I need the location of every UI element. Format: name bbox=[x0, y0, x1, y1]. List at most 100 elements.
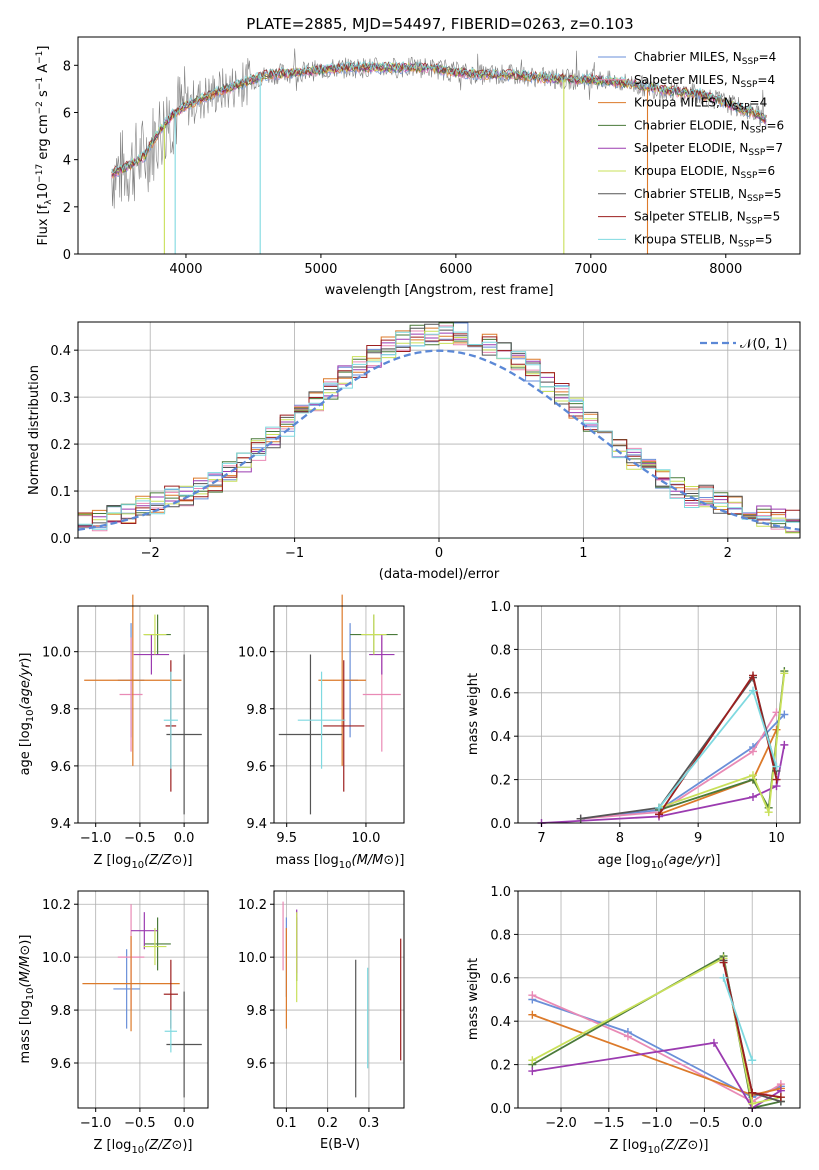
y-tick-label: 0.3 bbox=[50, 391, 71, 406]
label-sub: 10 bbox=[131, 860, 144, 871]
y-tick-label: 2 bbox=[63, 201, 71, 216]
histogram-kSTELIB bbox=[78, 326, 800, 530]
axes-residuals: −2 −1 0 1 2 0.0 0.1 0.2 0.3 0.4 𝒩(0, 1) (data-model… bbox=[27, 321, 801, 582]
y-tick-label: 10.0 bbox=[42, 646, 71, 661]
histogram-kELODIE bbox=[78, 330, 800, 534]
label-sub: 10 bbox=[339, 860, 352, 871]
marker-cSTELIB bbox=[576, 814, 585, 823]
label-part: A bbox=[36, 64, 51, 77]
y-tick-label: 0 bbox=[63, 248, 71, 263]
y-tick-label: 0.2 bbox=[50, 438, 71, 453]
y-tick-label: 9.4 bbox=[246, 817, 267, 832]
legend-sub: SSP bbox=[747, 194, 764, 204]
marker-sSTELIB bbox=[776, 1093, 785, 1102]
y-tick-label: 0.8 bbox=[490, 643, 511, 658]
legend-text: =5 bbox=[763, 210, 781, 224]
axes-mass-vs-Z: −1.0 −0.5 0.09.69.810.010.2Z [log10(Z/Z⊙)]… bbox=[18, 890, 209, 1156]
label-part: (M/M bbox=[18, 956, 33, 988]
label-part: 10 bbox=[36, 183, 51, 200]
y-tick-label: 9.8 bbox=[50, 703, 71, 718]
series-kSTELIB bbox=[722, 977, 754, 1061]
plot-area bbox=[528, 952, 785, 1112]
plot-area bbox=[537, 667, 789, 827]
legend-entry: Kroupa ELODIE, NSSP=6 bbox=[634, 164, 775, 181]
legend-entry: Salpeter ELODIE, NSSP=7 bbox=[634, 141, 783, 158]
legend-text: Salpeter MILES, N bbox=[634, 73, 741, 87]
marker-sMILES bbox=[623, 1032, 632, 1041]
x-tick-label: 0.2 bbox=[317, 1116, 338, 1131]
legend-sub: SSP bbox=[741, 80, 758, 90]
series-cELODIE bbox=[658, 670, 786, 811]
label-part: )] bbox=[710, 853, 720, 868]
y-tick-label: 1.0 bbox=[490, 600, 511, 615]
y-tick-label: 9.8 bbox=[246, 703, 267, 718]
legend-sub: SSP bbox=[733, 103, 750, 113]
axes-frame bbox=[77, 36, 801, 255]
label-part: ⊙)] bbox=[18, 935, 33, 956]
series-sELODIE bbox=[541, 744, 786, 824]
plot-area bbox=[82, 904, 202, 1098]
x-axis-label: age [log10(age/yr)] bbox=[598, 853, 721, 871]
y-axis-label: age [log10(age/yr)] bbox=[18, 653, 36, 776]
axes-frame bbox=[517, 605, 801, 824]
legend-text: =4 bbox=[750, 96, 768, 110]
label-part: age [log bbox=[598, 853, 651, 868]
legend-sub: SSP bbox=[746, 217, 763, 227]
y-tick-label: 0.1 bbox=[50, 485, 71, 500]
series-sELODIE bbox=[532, 1041, 782, 1110]
x-tick-label: 0.1 bbox=[276, 1116, 297, 1131]
axes-frame bbox=[273, 605, 405, 824]
axes-mass-vs-EBV: 0.1 0.2 0.3 9.6 9.8 10.0 10.2 E(B-V) bbox=[238, 890, 405, 1152]
y-axis-label: mass weight bbox=[466, 958, 481, 1040]
y-tick-label: 9.8 bbox=[50, 1004, 71, 1019]
y-tick-label: 10.0 bbox=[42, 951, 71, 966]
x-tick-label: 9 bbox=[694, 831, 702, 846]
legend-entry: Chabrier ELODIE, NSSP=6 bbox=[634, 118, 784, 135]
marker-kSTELIB bbox=[655, 803, 663, 812]
label-part: Flux [f bbox=[36, 204, 51, 245]
axes-frame bbox=[517, 890, 801, 1109]
plot-area bbox=[77, 322, 801, 534]
marker-sSTELIB bbox=[749, 671, 757, 680]
marker-sELODIE bbox=[709, 1038, 718, 1047]
x-tick-label: −2 bbox=[141, 546, 160, 561]
legend-entry: Kroupa MILES, NSSP=4 bbox=[634, 96, 767, 113]
label-part: ] bbox=[36, 46, 51, 51]
label-part: Z [log bbox=[610, 1138, 648, 1153]
y-tick-label: 8 bbox=[63, 59, 71, 74]
label-sub: 10 bbox=[25, 709, 36, 722]
legend-entry: Salpeter STELIB, NSSP=5 bbox=[634, 210, 780, 227]
x-tick-label: −1.0 bbox=[641, 1116, 673, 1131]
x-tick-label: 1 bbox=[579, 546, 587, 561]
x-tick-label: 2 bbox=[724, 546, 732, 561]
plot-area bbox=[278, 594, 401, 815]
y-tick-label: 0.2 bbox=[490, 774, 511, 789]
y-tick-label: 0.4 bbox=[490, 730, 511, 745]
normal-curve bbox=[77, 349, 801, 531]
x-tick-label: 0.0 bbox=[174, 831, 195, 846]
legend-entry: Salpeter MILES, NSSP=4 bbox=[634, 73, 775, 90]
marker-kSTELIB bbox=[772, 762, 781, 771]
y-tick-label: 10.0 bbox=[238, 646, 267, 661]
label-part: mass [log bbox=[18, 1000, 33, 1063]
axes-massweight-vs-Z: −2.0 −1.5 −1.0 −0.5 0.0 0.0 0.2 0.4 0.6 0.8 1.0 Z [… bbox=[466, 885, 801, 1156]
legend-entry: Chabrier MILES, NSSP=4 bbox=[634, 50, 776, 67]
x-axis-label: E(B-V) bbox=[320, 1137, 360, 1152]
x-axis-label: Z [log10(Z/Z⊙)] bbox=[94, 1138, 193, 1156]
x-tick-label: 0.3 bbox=[359, 1116, 380, 1131]
x-tick-label: −1 bbox=[285, 546, 304, 561]
marker-kSTELIB bbox=[749, 686, 757, 695]
label-part: erg cm bbox=[36, 114, 51, 163]
legend-text: Salpeter STELIB, N bbox=[634, 210, 746, 224]
x-tick-label: 8000 bbox=[709, 262, 742, 277]
legend-entry: 𝒩(0, 1) bbox=[740, 337, 787, 352]
marker-cMILES bbox=[780, 710, 789, 719]
y-tick-label: 0.0 bbox=[490, 817, 511, 832]
x-axis-label: wavelength [Angstrom, rest frame] bbox=[325, 283, 554, 298]
x-tick-label: −0.5 bbox=[689, 1116, 721, 1131]
x-tick-label: 10.0 bbox=[351, 831, 380, 846]
y-tick-label: 9.6 bbox=[50, 760, 71, 775]
label-part: age [log bbox=[18, 722, 33, 775]
y-tick-label: 0.4 bbox=[490, 1015, 511, 1030]
legend-text: Kroupa STELIB, N bbox=[634, 232, 738, 246]
